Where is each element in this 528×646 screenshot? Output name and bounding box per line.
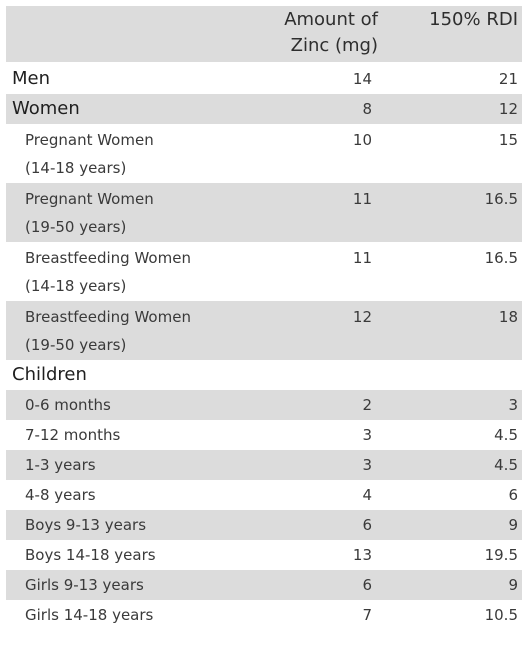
row-rdi: 18	[498, 308, 518, 326]
row-label: Boys 14-18 years	[25, 546, 156, 564]
row-label: Breastfeeding Women (14-18 years)	[6, 242, 274, 300]
table-row: Breastfeeding Women (14-18 years) 11 16.…	[6, 242, 522, 301]
row-label: Pregnant Women (19-50 years)	[6, 183, 274, 241]
row-label: 7-12 months	[25, 426, 121, 444]
row-label: 4-8 years	[25, 486, 96, 504]
row-label: Girls 9-13 years	[25, 576, 144, 594]
table-row: Pregnant Women (19-50 years) 11 16.5	[6, 183, 522, 242]
table-row: Girls 9-13 years 6 9	[6, 570, 522, 600]
row-amount: 13	[352, 546, 372, 564]
row-amount: 11	[352, 249, 372, 267]
row-label-line2: (14-18 years)	[25, 159, 127, 177]
row-label-line2: (19-50 years)	[25, 218, 127, 236]
row-amount: 8	[362, 100, 372, 118]
row-amount: 3	[362, 426, 372, 444]
header-amount-of-zinc: Amount of Zinc (mg)	[274, 6, 386, 59]
row-rdi: 12	[498, 100, 518, 118]
row-amount: 7	[362, 606, 372, 624]
table-row: 1-3 years 3 4.5	[6, 450, 522, 480]
row-label: Breastfeeding Women (19-50 years)	[6, 301, 274, 359]
row-rdi: 6	[508, 486, 518, 504]
row-rdi: 9	[508, 576, 518, 594]
row-label: 1-3 years	[25, 456, 96, 474]
row-rdi: 4.5	[494, 456, 518, 474]
table-row-women: Women 8 12	[6, 94, 522, 124]
table-row: Breastfeeding Women (19-50 years) 12 18	[6, 301, 522, 360]
table-row: 4-8 years 4 6	[6, 480, 522, 510]
row-amount: 11	[352, 190, 372, 208]
table-row-men: Men 14 21	[6, 64, 522, 94]
row-amount: 10	[352, 131, 372, 149]
row-amount: 2	[362, 396, 372, 414]
row-amount: 6	[362, 576, 372, 594]
row-amount: 14	[352, 70, 372, 88]
row-label: Women	[12, 98, 80, 119]
row-label-line1: Pregnant Women	[25, 190, 154, 208]
row-label: Men	[12, 68, 51, 89]
table-row: Pregnant Women (14-18 years) 10 15	[6, 124, 522, 183]
row-rdi: 3	[508, 396, 518, 414]
row-label: 0-6 months	[25, 396, 111, 414]
header-amount-line1: Amount of	[284, 9, 378, 30]
row-label-line1: Breastfeeding Women	[25, 249, 191, 267]
table-row-children: Children	[6, 360, 522, 390]
row-rdi: 9	[508, 516, 518, 534]
zinc-rdi-table: Amount of Zinc (mg) 150% RDI Men 14 21 W…	[6, 0, 522, 630]
header-150-rdi: 150% RDI	[429, 9, 518, 30]
row-label-line1: Pregnant Women	[25, 131, 154, 149]
row-rdi: 19.5	[484, 546, 518, 564]
row-amount: 3	[362, 456, 372, 474]
table-row: Girls 14-18 years 7 10.5	[6, 600, 522, 630]
row-rdi: 15	[498, 131, 518, 149]
row-rdi: 16.5	[484, 249, 518, 267]
table-row: 0-6 months 2 3	[6, 390, 522, 420]
row-label: Girls 14-18 years	[25, 606, 154, 624]
row-label: Children	[12, 364, 87, 385]
row-amount: 4	[362, 486, 372, 504]
table-header: Amount of Zinc (mg) 150% RDI	[6, 6, 522, 62]
row-label-line2: (14-18 years)	[25, 277, 127, 295]
row-rdi: 10.5	[484, 606, 518, 624]
row-label-line1: Breastfeeding Women	[25, 308, 191, 326]
row-rdi: 4.5	[494, 426, 518, 444]
row-label: Pregnant Women (14-18 years)	[6, 124, 274, 182]
row-amount: 12	[352, 308, 372, 326]
row-rdi: 21	[498, 70, 518, 88]
header-amount-line2: Zinc (mg)	[290, 35, 378, 56]
row-amount: 6	[362, 516, 372, 534]
row-rdi: 16.5	[484, 190, 518, 208]
table-row: Boys 9-13 years 6 9	[6, 510, 522, 540]
table-row: Boys 14-18 years 13 19.5	[6, 540, 522, 570]
row-label: Boys 9-13 years	[25, 516, 147, 534]
row-label-line2: (19-50 years)	[25, 336, 127, 354]
table-row: 7-12 months 3 4.5	[6, 420, 522, 450]
